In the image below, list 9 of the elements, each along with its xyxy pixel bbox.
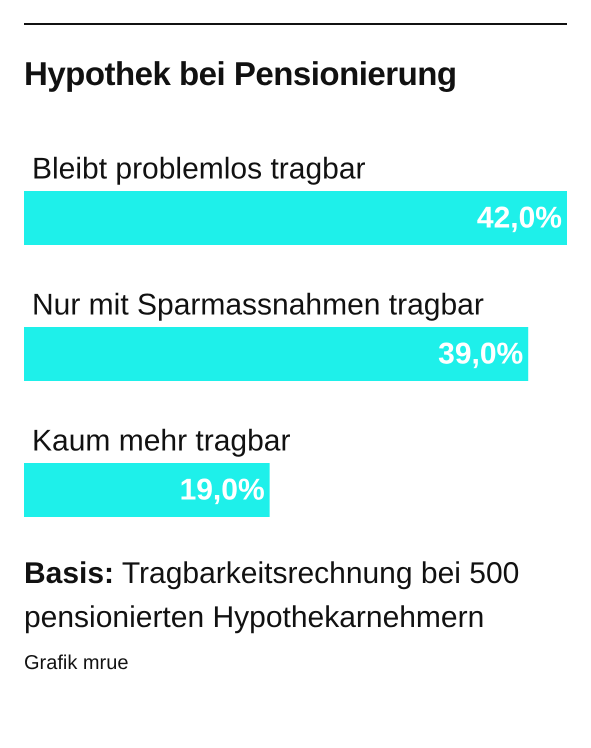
y-tick-label: Nur mit Sparmassnahmen tragbar: [32, 288, 484, 322]
data-label: 39,0%: [438, 338, 524, 370]
y-tick-label: Bleibt problemlos tragbar: [32, 152, 366, 186]
data-label: 42,0%: [476, 202, 562, 234]
y-tick-label: Kaum mehr tragbar: [32, 424, 290, 458]
chart-title: Hypothek bei Pensionierung: [24, 55, 458, 93]
text: Grafik mrue: [24, 652, 130, 675]
text: Basis: Tragbarkeitsrechnung bei 500 pensionierten Hypothekarnehmern: [24, 556, 520, 636]
data-label: 19,0%: [180, 474, 265, 506]
